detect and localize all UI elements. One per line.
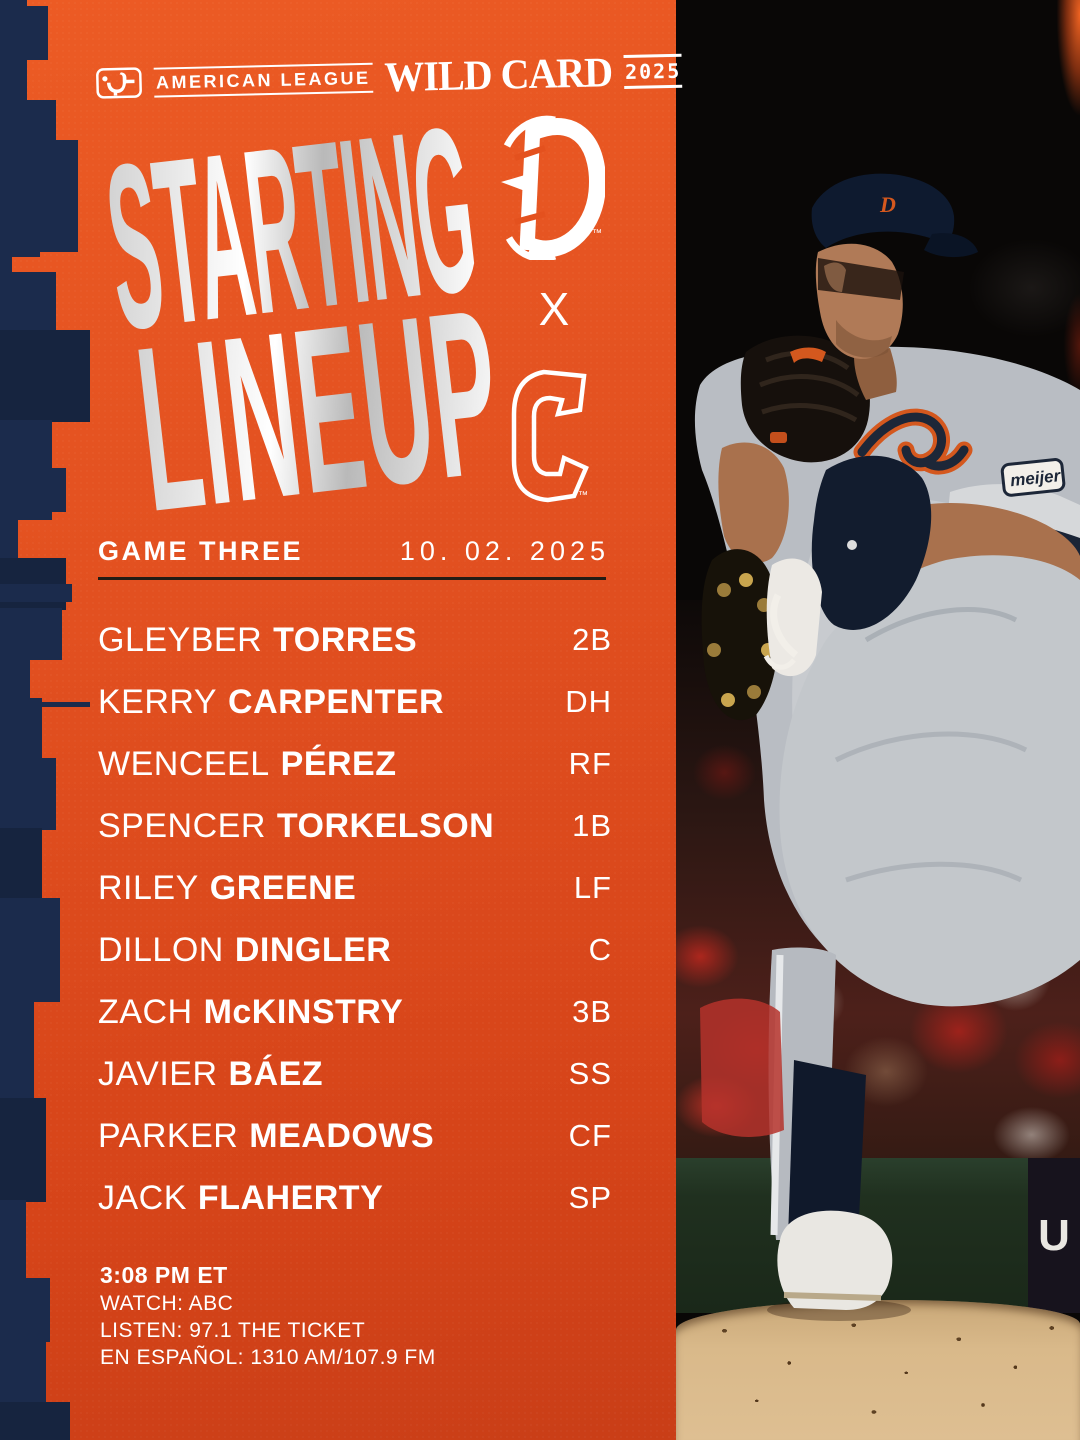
detroit-skyline-silhouette <box>0 0 90 1440</box>
player-name: PARKER MEADOWS <box>98 1117 434 1156</box>
wildcard-label: WILD CARD <box>383 47 613 101</box>
player-name: ZACH McKINSTRY <box>98 993 403 1032</box>
player-last-name: TORRES <box>273 620 418 659</box>
versus-x: X <box>538 283 570 335</box>
player-position: RF <box>568 746 612 781</box>
player-position: CF <box>568 1118 612 1153</box>
player-first-name: JACK <box>98 1178 187 1217</box>
lineup-row: GLEYBER TORRES 2B <box>98 609 612 671</box>
player-name: RILEY GREENE <box>98 869 356 908</box>
title-line-lineup: LINEUP <box>126 260 512 561</box>
player-first-name: JAVIER <box>98 1054 218 1093</box>
player-name: DILLON DINGLER <box>98 931 391 970</box>
player-first-name: GLEYBER <box>98 620 263 659</box>
player-name: KERRY CARPENTER <box>98 683 444 722</box>
spanish-radio-info: EN ESPAÑOL: 1310 AM/107.9 FM <box>100 1346 436 1369</box>
guardians-c-logo <box>511 369 589 503</box>
player-first-name: KERRY <box>98 682 218 721</box>
lineup-row: DILLON DINGLER C <box>98 919 612 981</box>
player-name: JACK FLAHERTY <box>98 1179 383 1218</box>
broadcast-info: 3:08 PM ET WATCH: ABC LISTEN: 97.1 THE T… <box>100 1260 436 1371</box>
lineup-row: KERRY CARPENTER DH <box>98 671 612 733</box>
player-last-name: PÉREZ <box>280 744 397 783</box>
lineup-list: GLEYBER TORRES 2B KERRY CARPENTER DH WENCE… <box>98 609 612 1229</box>
player-last-name: MEADOWS <box>249 1116 435 1155</box>
player-name: WENCEEL PÉREZ <box>98 745 397 784</box>
mlb-logo-icon <box>96 67 142 99</box>
cap-d-logo: D <box>879 192 896 217</box>
divider-rule <box>98 577 606 580</box>
player-last-name: CARPENTER <box>228 682 445 721</box>
player-last-name: BÁEZ <box>228 1054 324 1093</box>
player-first-name: ZACH <box>98 992 193 1031</box>
player-position: SP <box>568 1180 612 1215</box>
player-first-name: PARKER <box>98 1116 239 1155</box>
league-label: AMERICAN LEAGUE <box>153 62 373 98</box>
pitchers-mound <box>676 1300 1080 1440</box>
lineup-row: PARKER MEADOWS CF <box>98 1105 612 1167</box>
player-position: SS <box>568 1056 612 1091</box>
player-last-name: FLAHERTY <box>197 1178 384 1217</box>
watch-info: WATCH: ABC <box>100 1292 234 1315</box>
event-header: AMERICAN LEAGUE WILD CARD 2025 <box>95 47 683 107</box>
lineup-row: WENCEEL PÉREZ RF <box>98 733 612 795</box>
lineup-row: ZACH McKINSTRY 3B <box>98 981 612 1043</box>
player-position: C <box>588 932 612 967</box>
pitcher-figure: meijer <box>694 173 1080 1321</box>
player-name: GLEYBER TORRES <box>98 621 417 660</box>
player-name: JAVIER BÁEZ <box>98 1055 323 1094</box>
game-date: 10. 02. 2025 <box>399 536 610 566</box>
player-first-name: RILEY <box>98 868 199 907</box>
player-position: 2B <box>572 622 612 657</box>
tigers-trademark: ™ <box>592 228 603 239</box>
lineup-row: SPENCER TORKELSON 1B <box>98 795 612 857</box>
game-number-label: GAME THREE <box>98 536 304 566</box>
lineup-row: JAVIER BÁEZ SS <box>98 1043 612 1105</box>
player-first-name: SPENCER <box>98 806 266 845</box>
player-name: SPENCER TORKELSON <box>98 807 494 846</box>
wall-sign: U <box>1028 1158 1080 1313</box>
game-info-line: GAME THREE 10. 02. 2025 <box>98 536 610 567</box>
game-time: 3:08 PM ET <box>100 1262 228 1288</box>
year-label: 2025 <box>623 53 683 89</box>
player-position: 1B <box>572 808 612 843</box>
player-position: LF <box>573 870 612 905</box>
player-first-name: DILLON <box>98 930 224 969</box>
lineup-row: JACK FLAHERTY SP <box>98 1167 612 1229</box>
player-last-name: DINGLER <box>234 930 392 969</box>
player-last-name: McKINSTRY <box>203 992 404 1031</box>
guardians-trademark: ™ <box>578 490 589 501</box>
player-position: 3B <box>572 994 612 1029</box>
player-first-name: WENCEEL <box>98 744 270 783</box>
tigers-d-logo <box>501 115 605 260</box>
player-position: DH <box>565 684 612 719</box>
listen-info: LISTEN: 97.1 THE TICKET <box>100 1319 366 1342</box>
player-last-name: GREENE <box>209 868 357 907</box>
player-last-name: TORKELSON <box>276 806 495 845</box>
pitcher-photo: U meijer <box>676 0 1080 1440</box>
lineup-row: RILEY GREENE LF <box>98 857 612 919</box>
jersey-script <box>853 408 973 475</box>
